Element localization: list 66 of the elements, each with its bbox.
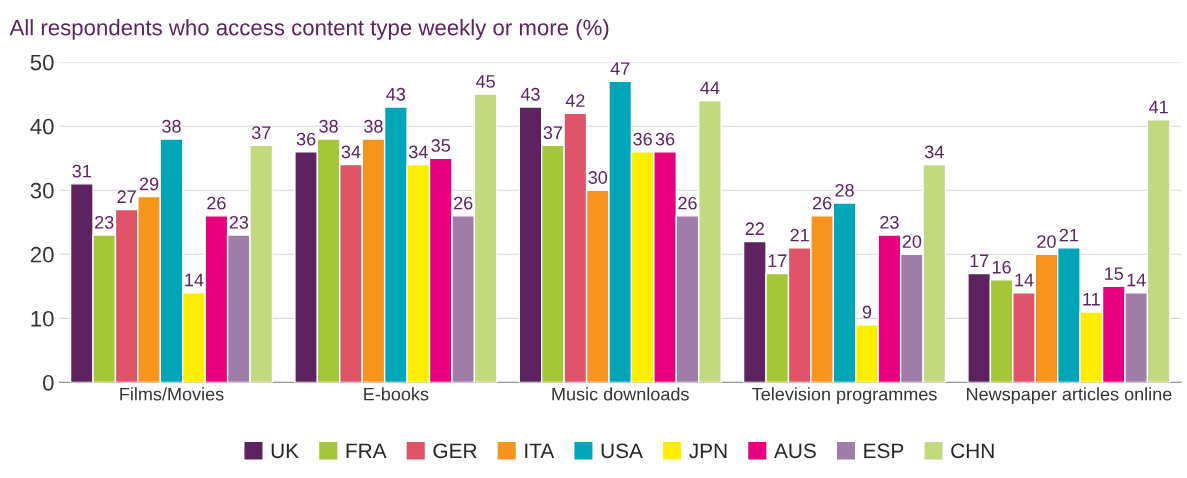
data-label: 38 xyxy=(319,119,338,133)
data-label: 20 xyxy=(1037,235,1056,248)
data-label: 20 xyxy=(902,235,922,248)
legend-label: UK xyxy=(271,443,299,459)
data-label: 34 xyxy=(341,145,361,159)
data-label: 14 xyxy=(1015,273,1034,287)
data-label: 26 xyxy=(678,196,697,210)
legend-label: JPN xyxy=(689,443,727,459)
data-label: 43 xyxy=(386,87,406,101)
data-label: 29 xyxy=(139,177,159,191)
data-label: 26 xyxy=(207,196,226,210)
data-label: 37 xyxy=(251,126,271,140)
data-label: 21 xyxy=(1059,228,1079,242)
data-label: 35 xyxy=(431,139,451,152)
data-label: 22 xyxy=(745,222,764,235)
data-label: 38 xyxy=(162,119,181,133)
data-label: 17 xyxy=(970,254,989,267)
data-label: 45 xyxy=(475,75,495,88)
legend-label: GER xyxy=(433,443,477,459)
y-tick-label: 50 xyxy=(30,54,54,71)
x-tick-label: Music downloads xyxy=(552,387,689,401)
y-tick-label: 0 xyxy=(43,374,54,391)
legend-label: ITA xyxy=(525,443,555,458)
data-label: 38 xyxy=(364,119,383,133)
data-label: 34 xyxy=(408,145,428,159)
data-label: 36 xyxy=(296,132,316,146)
data-label: 15 xyxy=(1105,267,1124,280)
y-tick-label: 10 xyxy=(31,310,54,327)
x-tick-label: Television programmes xyxy=(752,387,937,405)
data-label: 11 xyxy=(1083,293,1100,306)
legend-label: CHN xyxy=(951,443,994,459)
data-label: 23 xyxy=(229,215,249,229)
data-label: 42 xyxy=(565,94,585,107)
data-label: 23 xyxy=(95,215,114,229)
data-label: 36 xyxy=(633,132,652,146)
legend-label: USA xyxy=(601,443,643,459)
data-label: 17 xyxy=(768,254,787,267)
data-label: 26 xyxy=(812,196,832,210)
data-label: 36 xyxy=(655,132,675,146)
legend-label: AUS xyxy=(774,443,816,459)
data-label: 26 xyxy=(454,196,473,210)
data-label: 23 xyxy=(880,215,899,229)
data-label: 16 xyxy=(992,260,1011,274)
x-tick-label: E-books xyxy=(364,387,429,401)
data-label: 9 xyxy=(862,305,872,319)
data-label: 28 xyxy=(835,183,854,197)
data-label: 14 xyxy=(1127,273,1146,287)
data-label: 34 xyxy=(924,145,944,159)
y-tick-label: 40 xyxy=(30,118,54,135)
y-tick-label: 30 xyxy=(30,182,54,199)
legend-label: FRA xyxy=(346,443,387,458)
legend-label: ESP xyxy=(864,443,904,459)
data-label: 21 xyxy=(790,228,809,242)
data-label: 43 xyxy=(520,87,540,101)
data-label: 47 xyxy=(610,62,630,75)
data-label: 41 xyxy=(1149,100,1168,114)
data-label: 14 xyxy=(185,273,204,287)
data-label: 44 xyxy=(700,81,720,95)
data-label: 37 xyxy=(543,126,563,140)
y-tick-label: 20 xyxy=(30,246,54,263)
data-label: 30 xyxy=(588,171,608,184)
data-label: 31 xyxy=(72,164,91,178)
x-tick-label: Films/Movies xyxy=(120,387,224,401)
data-label: 27 xyxy=(117,190,136,203)
x-tick-label: Newspaper articles online xyxy=(967,387,1172,405)
chart-title: All respondents who access content type weekly or more (%) xyxy=(9,19,609,40)
